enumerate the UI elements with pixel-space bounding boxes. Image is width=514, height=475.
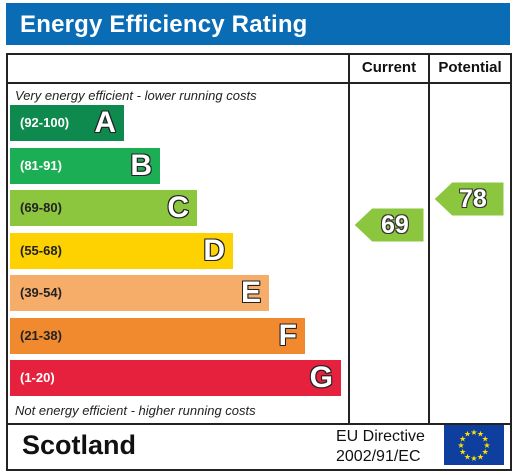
band-letter: E: [240, 276, 261, 309]
flag-star: ★: [483, 441, 490, 450]
potential-column-divider: [428, 55, 430, 423]
header-divider: [8, 82, 510, 84]
title-bar: Energy Efficiency Rating: [6, 3, 510, 45]
band-letter: C: [167, 191, 189, 224]
band-range: (92-100): [20, 115, 70, 130]
potential-column-header: Potential: [438, 59, 502, 76]
rating-band-d: (55-68) D: [10, 232, 233, 269]
current-rating-marker: [354, 208, 424, 242]
flag-star: ★: [482, 448, 489, 457]
top-caption: Very energy efficient - lower running co…: [15, 88, 257, 103]
rating-band-g: (1-20) G: [10, 360, 341, 396]
band-range: (39-54): [20, 285, 62, 300]
flag-star: ★: [464, 430, 471, 439]
current-column-header: Current: [361, 59, 417, 76]
rating-band-f: (21-38) F: [10, 317, 305, 354]
band-letter: G: [309, 361, 333, 394]
flag-star: ★: [464, 452, 471, 461]
footer: Scotland EU Directive 2002/91/EC ★ ★ ★ ★ ★ ★ ★…: [6, 423, 512, 471]
rating-band-b: (81-91) B: [10, 147, 160, 184]
rating-table: Current Potential Very energy efficient …: [6, 53, 512, 425]
rating-band-c: (69-80) C: [10, 190, 197, 226]
bottom-caption: Not energy efficient - higher running co…: [15, 403, 256, 418]
potential-rating-marker: [434, 182, 504, 216]
flag-star: ★: [477, 452, 484, 461]
band-range: (55-68): [20, 242, 62, 258]
current-rating-value: 69: [381, 211, 409, 239]
band-letter: B: [130, 148, 152, 182]
flag-star: ★: [482, 435, 489, 444]
flag-star: ★: [459, 435, 466, 444]
band-range: (21-38): [20, 327, 62, 343]
band-range: (1-20): [20, 370, 55, 385]
flag-star: ★: [457, 441, 464, 450]
current-column-divider: [348, 55, 350, 423]
band-range: (81-91): [20, 157, 62, 173]
directive-line-2: 2002/91/EC: [336, 448, 421, 465]
flag-star: ★: [470, 428, 477, 437]
flag-star: ★: [459, 448, 466, 457]
flag-star: ★: [477, 430, 484, 439]
band-range: (69-80): [20, 200, 62, 215]
country-name: Scotland: [22, 430, 137, 460]
rating-band-e: (39-54) E: [10, 275, 269, 311]
potential-rating-value: 78: [459, 185, 487, 213]
page-title: Energy Efficiency Rating: [20, 11, 308, 38]
band-letter: F: [278, 318, 297, 352]
eu-directive: EU Directive 2002/91/EC: [336, 427, 425, 467]
band-letter: D: [203, 233, 225, 267]
eu-flag-icon: ★ ★ ★ ★ ★ ★ ★ ★ ★ ★ ★ ★: [444, 425, 504, 465]
rating-band-a: (92-100) A: [10, 105, 124, 141]
flag-star: ★: [470, 454, 477, 463]
directive-line-1: EU Directive: [336, 428, 425, 445]
band-letter: A: [94, 106, 116, 139]
